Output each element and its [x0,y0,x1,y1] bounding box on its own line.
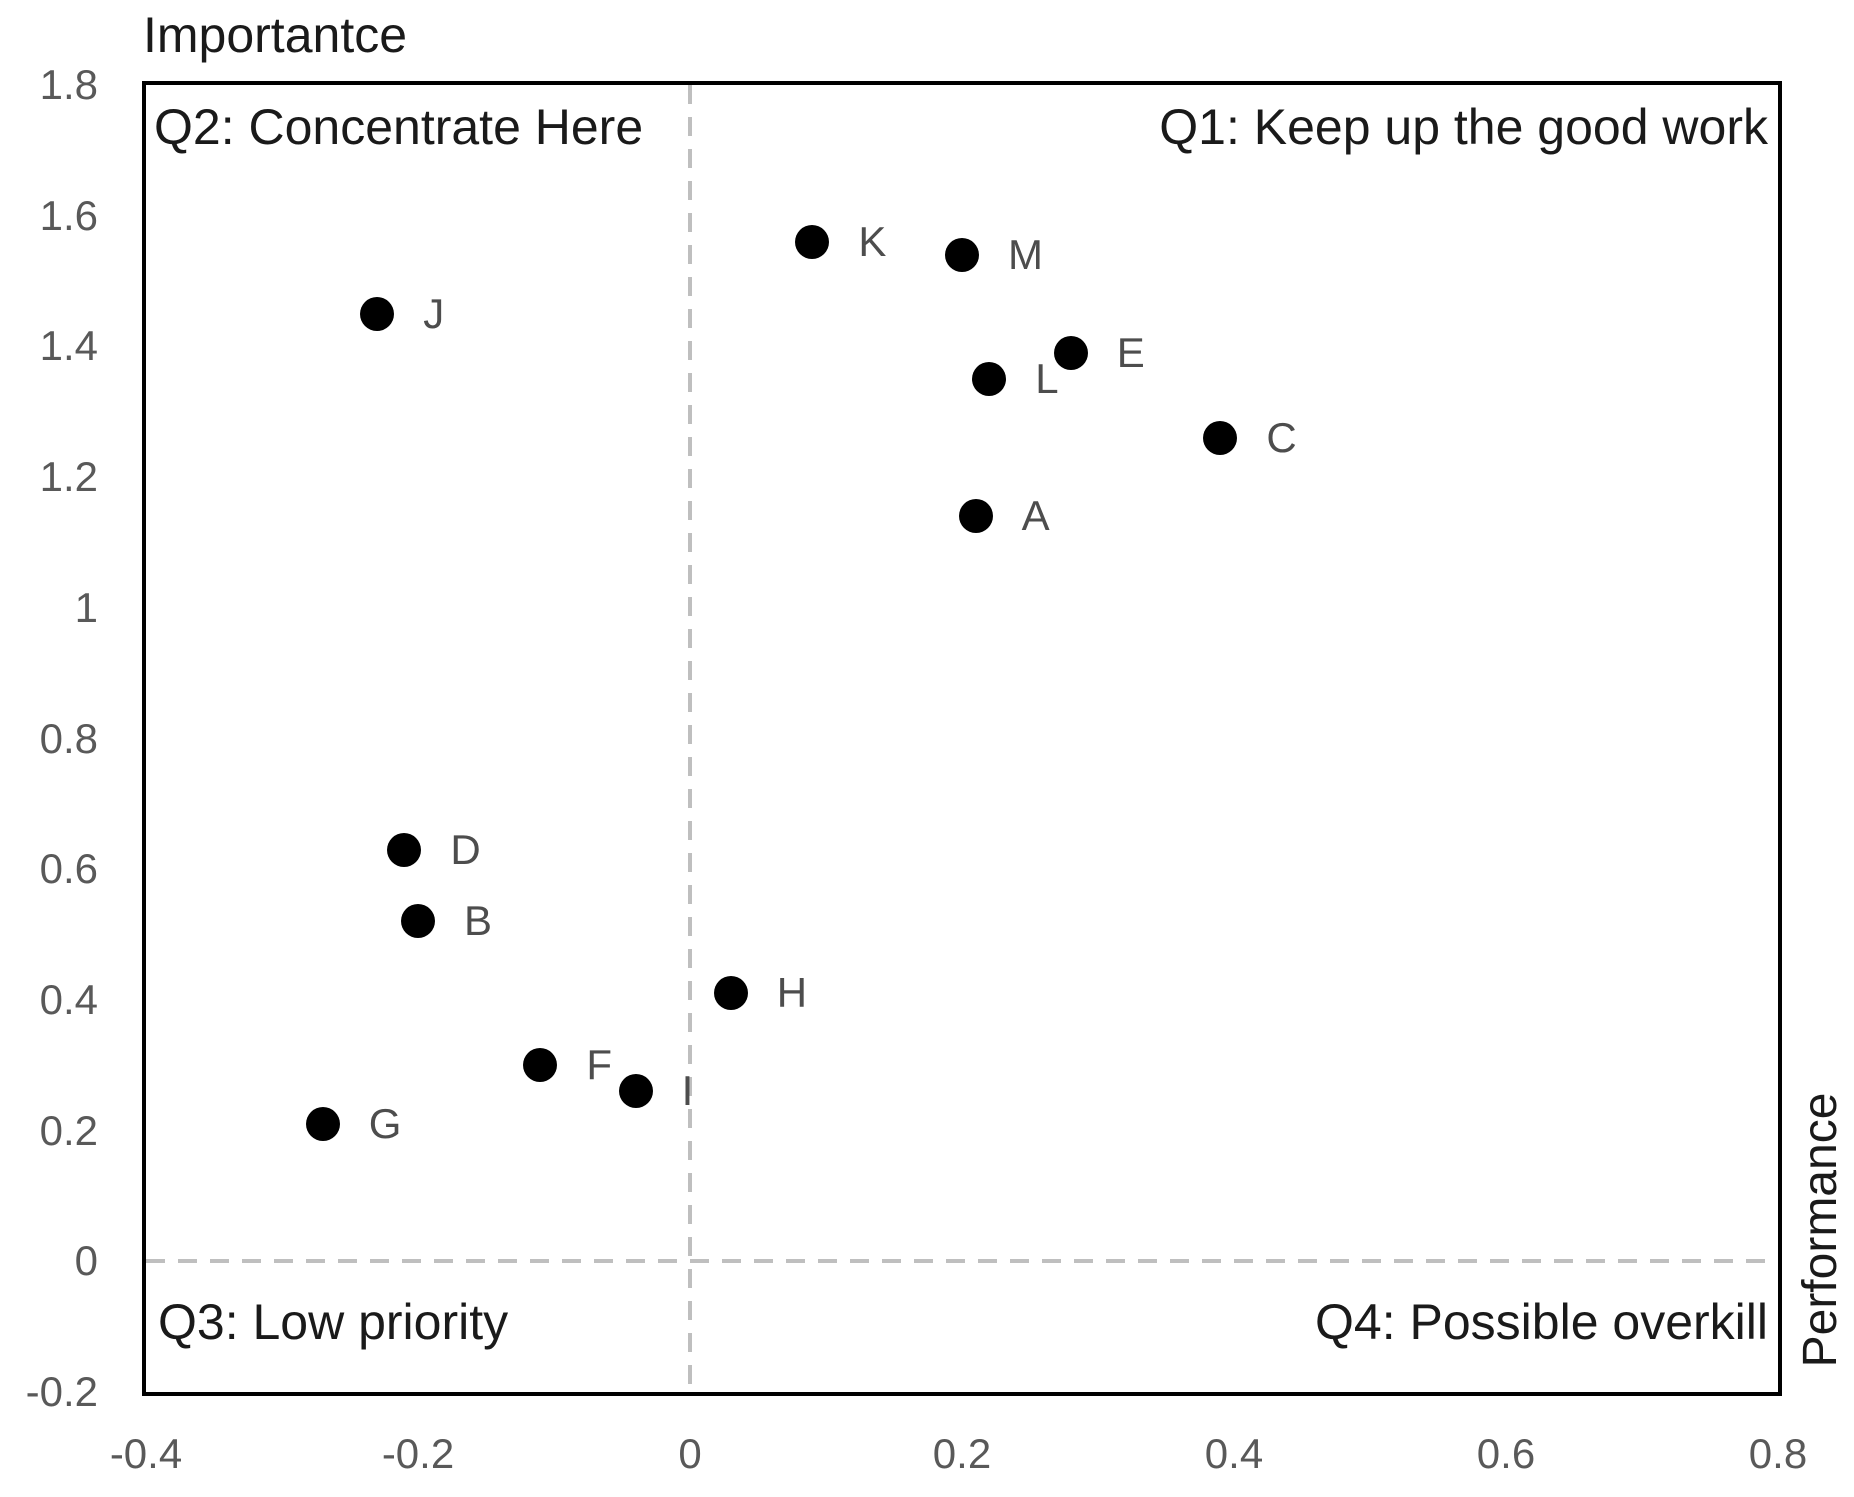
y-tick-label: 1.8 [39,61,98,108]
point-label-g: G [368,1100,402,1148]
y-tick-label: 1.2 [39,453,98,501]
y-zero-reference-line [146,1259,1778,1264]
y-tick-label: 1.6 [39,191,98,239]
data-point-h [713,976,748,1011]
y-tick-label: -0.2 [25,1368,98,1415]
point-label-i: I [681,1067,694,1115]
x-axis-title: Performance [1794,1092,1847,1368]
data-point-c [1203,420,1238,455]
x-tick-label: 0.8 [1748,1430,1808,1477]
x-tick-label: -0.2 [381,1430,455,1477]
y-tick-label: 1 [74,583,98,631]
point-label-d: D [450,825,481,873]
point-label-j: J [423,289,445,337]
data-point-k [795,224,830,259]
y-tick-label: 0 [74,1237,98,1285]
quadrant-label-q2: Q2: Concentrate Here [154,99,644,155]
data-point-d [387,832,422,867]
point-label-e: E [1116,328,1145,376]
y-tick-label: 1.4 [39,322,98,370]
x-tick-label: 0.6 [1476,1430,1536,1477]
x-zero-reference-line [688,85,692,1392]
point-label-k: K [858,217,887,265]
plot-border [142,81,1782,1396]
y-tick-label: 0.6 [39,845,98,893]
x-tick-label: 0.2 [932,1430,992,1477]
x-tick-label: 0 [678,1430,702,1477]
quadrant-label-q4: Q4: Possible overkill [1315,1294,1768,1350]
data-point-j [360,296,395,331]
x-tick-label: -0.4 [109,1430,183,1477]
data-point-i [618,1074,653,1109]
y-tick-label: 0.8 [39,714,98,762]
y-axis-title: Importantce [143,7,408,63]
point-label-f: F [586,1041,613,1089]
y-tick-label: 0.4 [39,975,98,1023]
point-label-m: M [1008,230,1043,278]
data-point-e [1053,335,1088,370]
quadrant-label-q3: Q3: Low priority [158,1294,509,1350]
quadrant-label-q1: Q1: Keep up the good work [1159,99,1768,155]
data-point-a [958,499,993,534]
data-point-g [305,1107,340,1142]
data-point-b [401,904,435,939]
point-label-l: L [1035,355,1059,403]
y-tick-label: 0.2 [39,1106,98,1154]
point-label-h: H [776,969,808,1017]
point-label-c: C [1266,413,1297,461]
x-tick-label: 0.4 [1204,1430,1264,1477]
data-point-f [523,1048,558,1083]
data-point-l [972,362,1007,397]
data-point-m [945,237,979,272]
point-label-b: B [464,897,493,945]
point-label-a: A [1021,492,1050,540]
